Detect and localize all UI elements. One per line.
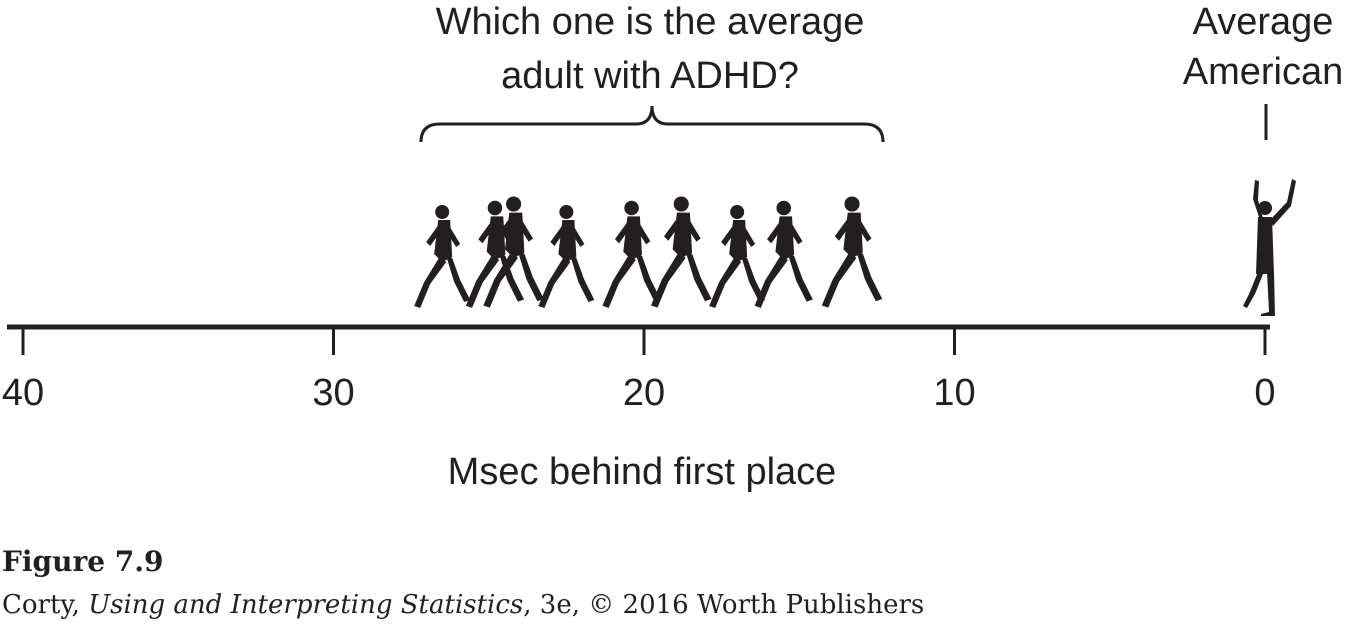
credit-publisher: , 3e, © 2016 Worth Publishers <box>523 590 925 620</box>
figure-number: Figure 7.9 <box>2 545 164 578</box>
running-person-silhouette-icon <box>414 205 471 308</box>
cheering-person-silhouette-icon <box>1243 179 1296 316</box>
running-person-silhouette-icon <box>602 200 661 308</box>
adhd-range-brace <box>419 105 885 143</box>
running-person-silhouette-icon <box>538 205 595 308</box>
figure-credit: Corty, Using and Interpreting Statistics… <box>2 590 924 620</box>
average-american-line-1: Average <box>1193 1 1334 43</box>
axis-tick-label: 20 <box>623 372 665 414</box>
axis-ticks: 40 30 20 10 0 <box>2 327 1276 414</box>
markers-layer <box>414 179 1296 316</box>
running-person-silhouette-icon <box>709 205 766 308</box>
axis-tick-label: 30 <box>312 372 354 414</box>
credit-book-title: Using and Interpreting Statistics <box>88 590 524 620</box>
average-american-line-2: American <box>1183 51 1344 93</box>
question-line-2: adult with ADHD? <box>501 55 799 97</box>
running-person-silhouette-icon <box>651 196 712 308</box>
running-person-silhouette-icon <box>754 200 813 308</box>
axis-tick-label: 0 <box>1254 372 1275 414</box>
axis-tick-label: 10 <box>933 372 975 414</box>
credit-author: Corty, <box>2 590 89 620</box>
axis-tick-label: 40 <box>2 372 44 414</box>
question-line-1: Which one is the average <box>436 1 865 43</box>
axis-title: Msec behind first place <box>448 451 837 493</box>
running-person-silhouette-icon <box>821 196 883 308</box>
